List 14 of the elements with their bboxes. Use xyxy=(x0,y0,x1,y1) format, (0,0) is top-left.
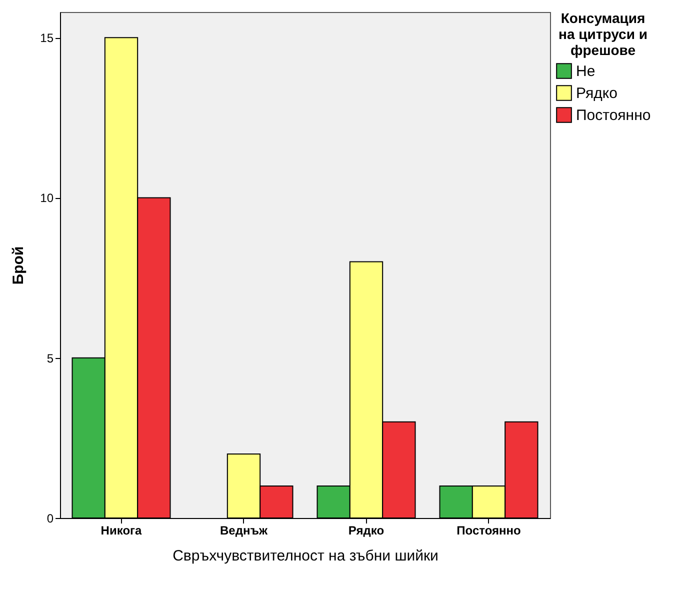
x-tick-label: Никога xyxy=(100,524,142,538)
y-tick-label: 15 xyxy=(40,31,54,46)
legend-label: Не xyxy=(576,63,596,80)
y-axis-title: Брой xyxy=(10,246,28,285)
x-tick-label: Постоянно xyxy=(456,524,521,538)
y-tick-label: 10 xyxy=(40,191,54,206)
y-tick-label: 0 xyxy=(46,512,54,526)
y-tick-label: 5 xyxy=(46,351,54,366)
x-tick-label: Рядко xyxy=(348,524,384,538)
x-axis-title: Свръхчувствителност на зъбни шийки xyxy=(172,548,438,564)
legend-label: Постоянно xyxy=(576,107,651,124)
x-tick-label: Веднъж xyxy=(220,524,268,538)
legend-label: Рядко xyxy=(576,85,618,102)
legend-title: Консумация на цитруси и фрешове xyxy=(558,10,648,58)
